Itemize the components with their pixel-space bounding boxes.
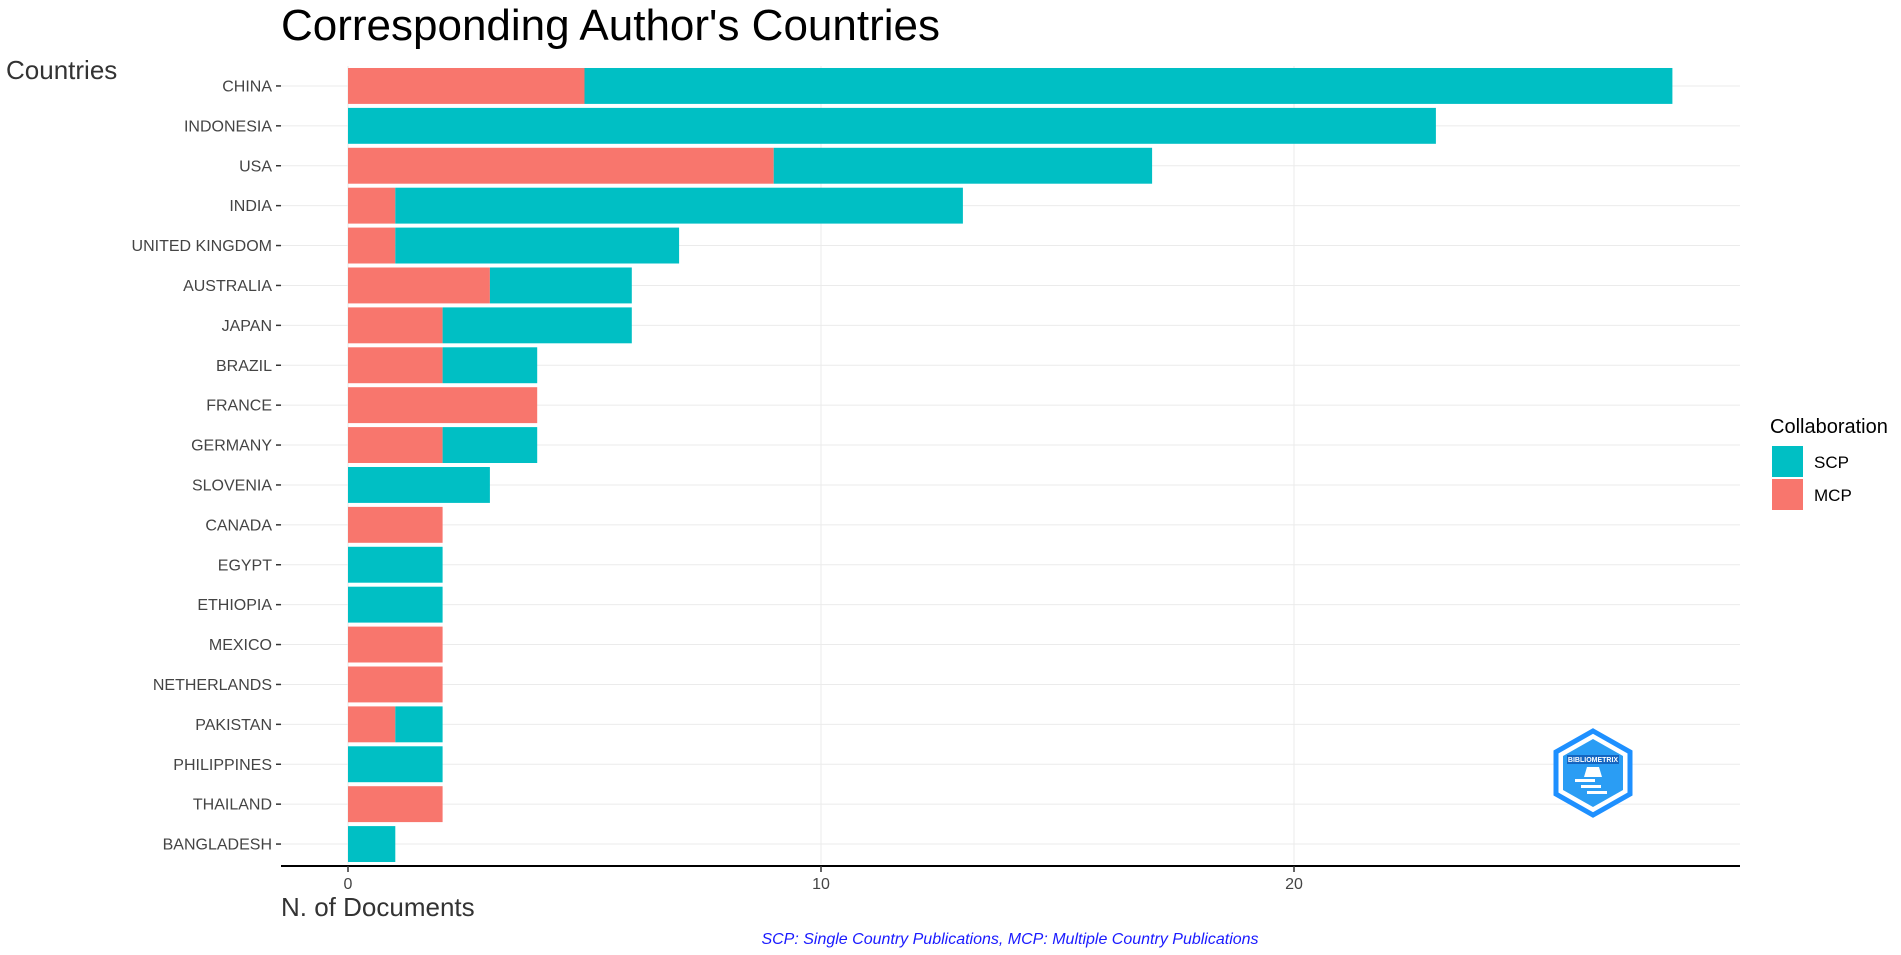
y-tick-label-indonesia: INDONESIA — [184, 118, 272, 135]
y-tick-label-philippines: PHILIPPINES — [173, 757, 272, 774]
bar-scp-brazil — [442, 347, 538, 384]
x-tick-label-20: 20 — [1285, 876, 1303, 893]
bar-scp-slovenia — [348, 466, 490, 503]
bar-mcp-brazil — [348, 347, 443, 384]
bar-mcp-australia — [348, 267, 490, 304]
y-tick-label-australia: AUSTRALIA — [183, 278, 272, 295]
bar-mcp-netherlands — [348, 666, 443, 703]
bar-mcp-pakistan — [348, 706, 396, 743]
bibliometrix-logo: BIBLIOMETRIX — [1553, 728, 1633, 818]
bar-scp-bangladesh — [348, 826, 396, 863]
y-tick-label-japan: JAPAN — [222, 318, 272, 335]
gridlines — [281, 66, 1740, 864]
bar-scp-pakistan — [395, 706, 443, 743]
bar-scp-india — [395, 187, 963, 224]
bar-scp-usa — [773, 147, 1153, 184]
x-axis-ticks: 0 10 20 — [344, 866, 1303, 893]
y-tick-label-netherlands: NETHERLANDS — [153, 677, 272, 694]
y-tick-label-ethiopia: ETHIOPIA — [197, 597, 272, 614]
legend-label-mcp: MCP — [1814, 486, 1852, 505]
y-axis-title: Countries — [6, 55, 117, 85]
y-tick-label-mexico: MEXICO — [209, 637, 272, 654]
y-tick-label-france: FRANCE — [206, 398, 272, 415]
y-tick-label-canada: CANADA — [205, 517, 272, 534]
legend-title: Collaboration — [1770, 416, 1888, 438]
x-tick-label-0: 0 — [344, 876, 353, 893]
bar-mcp-france — [348, 387, 538, 424]
bars — [348, 67, 1673, 863]
logo-stair-3 — [1587, 791, 1607, 794]
bar-scp-egypt — [348, 546, 443, 583]
y-tick-label-brazil: BRAZIL — [216, 358, 272, 375]
y-tick-label-egypt: EGYPT — [218, 557, 272, 574]
logo-banner — [1567, 755, 1619, 764]
bar-scp-germany — [442, 427, 538, 464]
y-tick-label-bangladesh: BANGLADESH — [163, 837, 272, 854]
logo-stair-2 — [1581, 785, 1601, 788]
chart-caption: SCP: Single Country Publications, MCP: M… — [761, 931, 1258, 948]
bar-mcp-thailand — [348, 786, 443, 823]
bar-scp-united-kingdom — [395, 227, 680, 264]
y-tick-label-slovenia: SLOVENIA — [192, 477, 272, 494]
x-axis-title: N. of Documents — [281, 892, 475, 922]
y-tick-label-china: CHINA — [222, 78, 272, 95]
y-tick-label-usa: USA — [239, 158, 272, 175]
bar-mcp-mexico — [348, 626, 443, 663]
logo-tower-icon — [1584, 767, 1602, 777]
y-axis-ticks: CHINA INDONESIA USA INDIA UNITED KINGDOM AUST… — [132, 78, 281, 854]
bar-mcp-united-kingdom — [348, 227, 396, 264]
bar-mcp-india — [348, 187, 396, 224]
y-tick-label-pakistan: PAKISTAN — [195, 717, 272, 734]
bar-mcp-japan — [348, 307, 443, 344]
y-tick-label-india: INDIA — [229, 198, 272, 215]
y-tick-label-united-kingdom: UNITED KINGDOM — [132, 238, 272, 255]
logo-text: BIBLIOMETRIX — [1568, 757, 1618, 764]
bar-mcp-usa — [348, 147, 774, 184]
logo-stair-1 — [1575, 779, 1595, 782]
bar-scp-japan — [442, 307, 632, 344]
y-tick-label-germany: GERMANY — [191, 438, 272, 455]
legend-swatch-mcp — [1772, 479, 1803, 510]
bar-mcp-canada — [348, 506, 443, 543]
y-tick-label-thailand: THAILAND — [193, 797, 272, 814]
bar-mcp-china — [348, 67, 585, 104]
x-tick-label-10: 10 — [812, 876, 830, 893]
bar-scp-indonesia — [348, 107, 1436, 144]
bar-scp-australia — [489, 267, 632, 304]
bar-mcp-germany — [348, 427, 443, 464]
bar-scp-ethiopia — [348, 586, 443, 623]
chart-title: Corresponding Author's Countries — [281, 1, 940, 50]
legend-label-scp: SCP — [1814, 453, 1849, 472]
bar-scp-china — [584, 67, 1673, 104]
legend-swatch-scp — [1772, 446, 1803, 477]
legend: Collaboration SCP MCP — [1770, 416, 1888, 510]
bar-scp-philippines — [348, 746, 443, 783]
